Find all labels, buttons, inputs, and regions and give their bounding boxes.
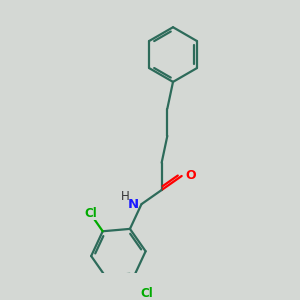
- Text: Cl: Cl: [84, 207, 97, 220]
- Text: H: H: [121, 190, 130, 202]
- Text: Cl: Cl: [140, 287, 153, 300]
- Text: N: N: [128, 198, 139, 211]
- Text: O: O: [185, 169, 196, 182]
